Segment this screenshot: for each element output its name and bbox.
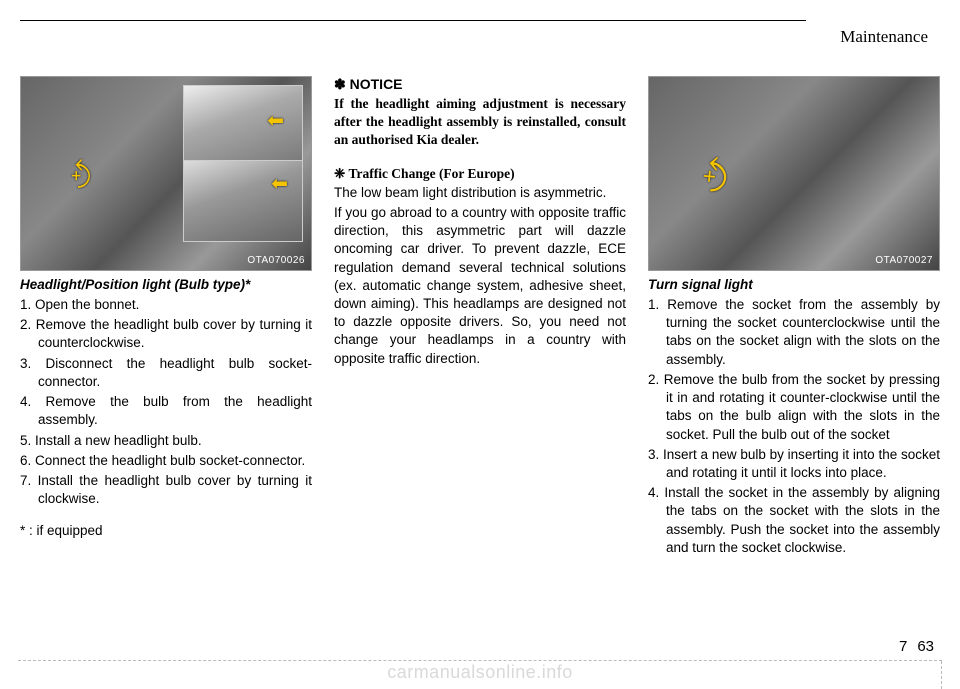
figure-headlight-cover: ⤽ ⬅ ⬅ OTA070026 (20, 76, 312, 271)
header-rule-gap (806, 20, 940, 22)
step-list: Remove the socket from the assembly by t… (648, 296, 940, 557)
column-1: ⤽ ⬅ ⬅ OTA070026 Headlight/Position light… (20, 76, 312, 559)
list-item: Install the socket in the assembly by al… (648, 484, 940, 557)
list-item: Install a new headlight bulb. (20, 432, 312, 450)
arrow-icon: ⤽ (67, 159, 100, 189)
list-item: Remove the bulb from the headlight assem… (20, 393, 312, 429)
arrow-icon: ⬅ (271, 171, 288, 196)
traffic-title: Traffic Change (For Europe) (348, 166, 514, 181)
body-text: Remove the socket from the assembly by t… (648, 296, 940, 557)
list-item: Remove the socket from the assembly by t… (648, 296, 940, 369)
list-item: Disconnect the headlight bulb socket-con… (20, 355, 312, 391)
traffic-heading: ❈ Traffic Change (For Europe) (334, 166, 626, 182)
list-item: Remove the headlight bulb cover by turni… (20, 316, 312, 352)
list-item: Install the headlight bulb cover by turn… (20, 472, 312, 508)
paragraph: The low beam light distribution is asymm… (334, 184, 626, 202)
figure-turn-signal: ⤽ OTA070027 (648, 76, 940, 271)
body-text: Open the bonnet. Remove the headlight bu… (20, 296, 312, 541)
body-text: The low beam light distribution is asymm… (334, 184, 626, 368)
figure-inset-bottom: ⬅ (183, 160, 303, 242)
notice-word: NOTICE (350, 76, 403, 92)
figure-code: OTA070027 (875, 255, 933, 266)
notice-body: If the headlight aiming adjustment is ne… (334, 95, 626, 150)
content-columns: ⤽ ⬅ ⬅ OTA070026 Headlight/Position light… (20, 76, 940, 559)
footnote: * : if equipped (20, 522, 312, 540)
figure-code: OTA070026 (247, 255, 305, 266)
subheading: Turn signal light (648, 277, 940, 292)
list-item: Open the bonnet. (20, 296, 312, 314)
list-item: Insert a new bulb by inserting it into t… (648, 446, 940, 482)
notice-symbol: ✽ (334, 76, 346, 92)
dotted-rule (18, 660, 942, 661)
paragraph: If you go abroad to a country with oppos… (334, 204, 626, 368)
step-list: Open the bonnet. Remove the headlight bu… (20, 296, 312, 508)
star-symbol: ❈ (334, 166, 345, 181)
arrow-icon: ⬅ (267, 108, 284, 133)
page-section-num: 7 (899, 638, 907, 655)
column-3: ⤽ OTA070027 Turn signal light Remove the… (648, 76, 940, 559)
page-num: 63 (917, 638, 934, 655)
watermark: carmanualsonline.info (0, 662, 960, 683)
list-item: Remove the bulb from the socket by press… (648, 371, 940, 444)
notice-heading: ✽ NOTICE (334, 76, 626, 93)
arrow-icon: ⤽ (698, 155, 740, 195)
list-item: Connect the headlight bulb socket-connec… (20, 452, 312, 470)
column-2: ✽ NOTICE If the headlight aiming adjustm… (334, 76, 626, 559)
page-header: Maintenance (20, 20, 940, 48)
subheading: Headlight/Position light (Bulb type)* (20, 277, 312, 292)
page-number: 7 63 (899, 638, 934, 655)
section-title: Maintenance (840, 27, 928, 47)
figure-inset-top: ⬅ (183, 85, 303, 167)
